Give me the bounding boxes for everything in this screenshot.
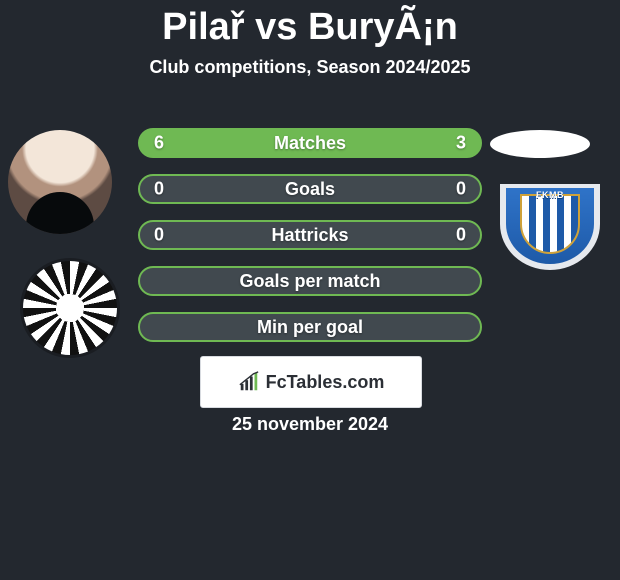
chart-icon xyxy=(238,371,260,393)
page-title: Pilař vs BuryÃ¡n xyxy=(0,6,620,49)
stat-row: Min per goal xyxy=(138,312,482,342)
stat-value-right: 3 xyxy=(456,133,466,154)
club-right-stripes xyxy=(520,194,580,254)
club-right-badge: FKMB xyxy=(500,184,600,270)
stat-label: Matches xyxy=(274,133,346,154)
stat-row: Goals per match xyxy=(138,266,482,296)
stat-row: Goals 0 0 xyxy=(138,174,482,204)
club-left-ring xyxy=(33,271,107,345)
stat-value-left: 0 xyxy=(154,225,164,246)
stat-label: Min per goal xyxy=(257,317,363,338)
stat-label: Goals xyxy=(285,179,335,200)
stat-label: Goals per match xyxy=(239,271,380,292)
page-subtitle: Club competitions, Season 2024/2025 xyxy=(0,57,620,78)
stat-value-left: 6 xyxy=(154,133,164,154)
stat-row: Hattricks 0 0 xyxy=(138,220,482,250)
player-left-avatar xyxy=(8,130,112,234)
stat-rows: Matches 6 3 Goals 0 0 Hattricks 0 0 Goals per mat… xyxy=(138,128,482,358)
stat-label: Hattricks xyxy=(271,225,348,246)
watermark: FcTables.com xyxy=(200,356,422,408)
stat-row: Matches 6 3 xyxy=(138,128,482,158)
club-right-text: FKMB xyxy=(506,190,594,200)
stat-value-right: 0 xyxy=(456,179,466,200)
player-right-avatar xyxy=(490,130,590,158)
stat-value-left: 0 xyxy=(154,179,164,200)
club-left-badge xyxy=(20,258,120,358)
stat-value-right: 0 xyxy=(456,225,466,246)
watermark-text: FcTables.com xyxy=(266,372,385,393)
date-text: 25 november 2024 xyxy=(0,414,620,435)
